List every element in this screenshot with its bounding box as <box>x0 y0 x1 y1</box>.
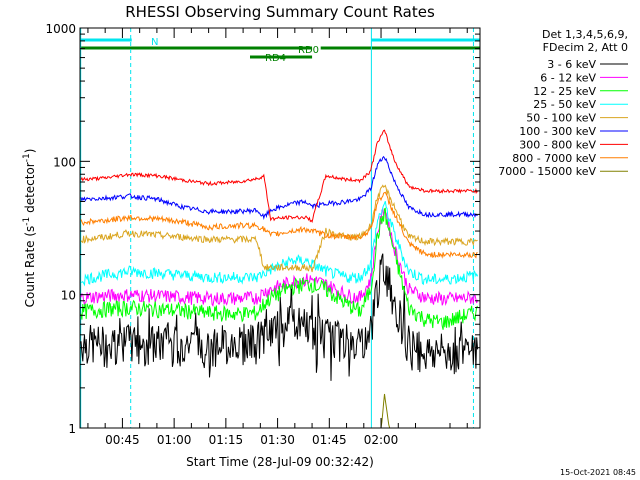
series-lines <box>80 129 479 429</box>
series-line-1 <box>80 207 479 307</box>
y-axis-label: Count Rate (s-1 detector-1) <box>22 149 37 308</box>
legend-label: 100 - 300 keV <box>519 125 596 138</box>
y-label-part1: Count Rate (s <box>23 226 37 308</box>
y-label-sup2: -1 <box>22 153 32 162</box>
x-axis-label: Start Time (28-Jul-09 00:32:42) <box>186 455 374 469</box>
y-tick-label: 10 <box>61 289 76 303</box>
y-tick-label: 100 <box>53 155 76 169</box>
y-tick-label: 1 <box>68 422 76 436</box>
x-tick-label: 01:45 <box>312 433 347 447</box>
rd0-label: RD0 <box>298 45 319 56</box>
legend-label: 800 - 7000 keV <box>512 152 596 165</box>
series-line-4 <box>80 184 478 273</box>
timestamp: 15-Oct-2021 08:45 <box>560 468 636 477</box>
x-tick-label: 02:00 <box>364 433 399 447</box>
x-tick-label: 01:15 <box>209 433 244 447</box>
legend-label: 25 - 50 keV <box>533 98 596 111</box>
series-line-5 <box>80 155 478 220</box>
x-tick-label: 00:45 <box>105 433 140 447</box>
series-line-7 <box>80 191 478 259</box>
legend-label: 7000 - 15000 keV <box>498 165 596 178</box>
legend-header-1: Det 1,3,4,5,6,9, <box>542 28 628 41</box>
x-tick-label: 01:30 <box>260 433 295 447</box>
legend-label: 3 - 6 keV <box>547 58 596 71</box>
observing-bars <box>80 38 480 59</box>
bar-annotations: N RD0 RD4 <box>151 37 319 64</box>
legend-label: 50 - 100 keV <box>526 112 596 125</box>
x-tick-label: 01:00 <box>157 433 192 447</box>
y-label-part2: detector <box>23 162 37 217</box>
axes: 1 10 100 1000 00:45 01:00 01:15 01:30 01:45 02:00 <box>45 22 480 447</box>
series-line-3 <box>80 201 479 287</box>
series-line-6 <box>80 129 479 224</box>
series-line-2 <box>80 207 478 330</box>
series-line-0 <box>80 253 479 381</box>
y-label-part3: ) <box>23 149 37 154</box>
n-label: N <box>151 37 158 48</box>
plot-frame <box>79 27 481 429</box>
legend: Det 1,3,4,5,6,9, FDecim 2, Att 0 3 - 6 k… <box>498 28 628 178</box>
y-tick-label: 1000 <box>45 22 76 36</box>
y-label-sup1: -1 <box>22 217 32 226</box>
legend-label: 12 - 25 keV <box>533 85 596 98</box>
legend-header-2: FDecim 2, Att 0 <box>543 41 628 54</box>
rd4-label: RD4 <box>265 53 286 64</box>
vertical-markers <box>80 28 474 428</box>
chart-title: RHESSI Observing Summary Count Rates <box>125 3 435 21</box>
legend-label: 300 - 800 keV <box>519 138 596 151</box>
legend-label: 6 - 12 keV <box>540 71 596 84</box>
